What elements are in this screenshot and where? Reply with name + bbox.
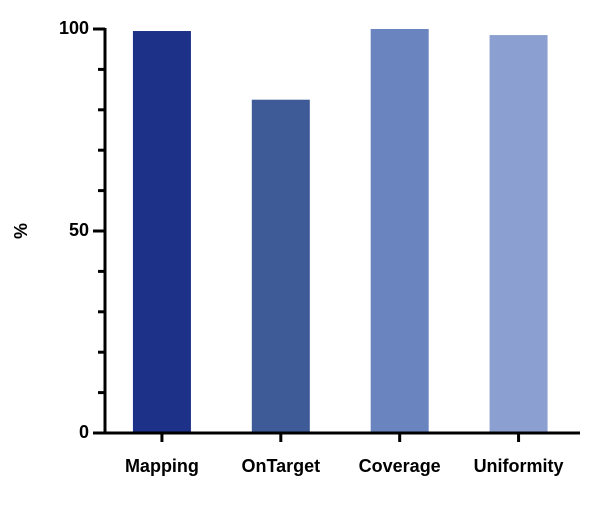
y-axis-label: % — [11, 223, 31, 239]
bar — [370, 29, 429, 433]
bar — [251, 99, 310, 433]
x-tick-label: Coverage — [359, 456, 441, 476]
x-tick-label: Uniformity — [474, 456, 564, 476]
y-tick-label: 0 — [79, 422, 89, 442]
bar — [132, 31, 191, 434]
y-tick-label: 100 — [59, 18, 89, 38]
x-tick-label: OnTarget — [241, 456, 320, 476]
x-tick-label: Mapping — [125, 456, 199, 476]
y-tick-label: 50 — [69, 220, 89, 240]
bar — [489, 35, 548, 434]
